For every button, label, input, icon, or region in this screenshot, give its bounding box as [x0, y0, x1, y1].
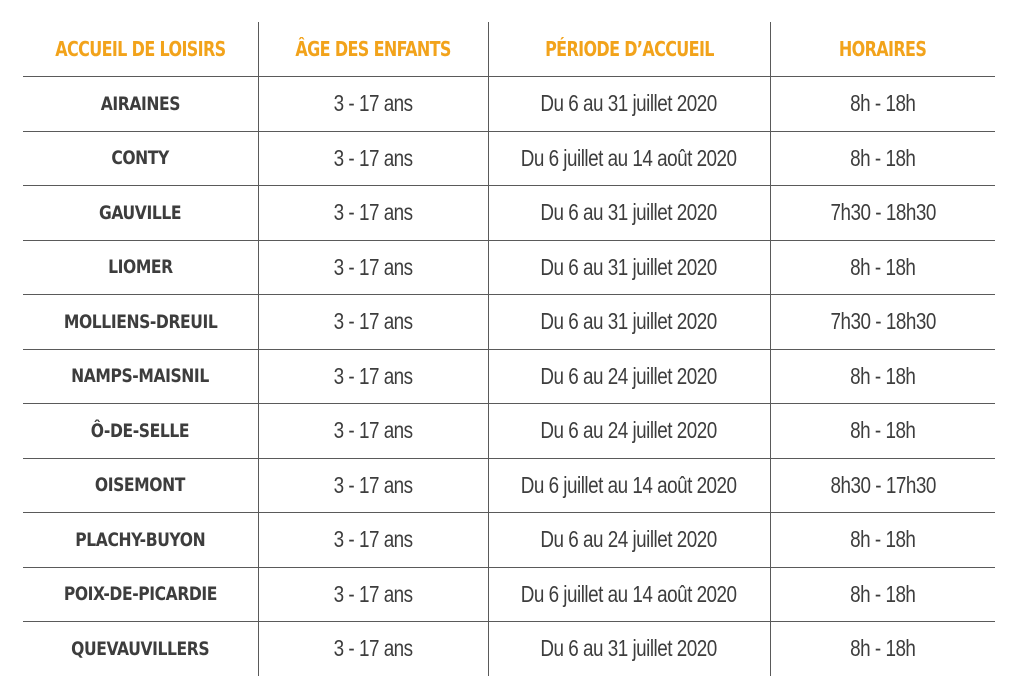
- table-row: LIOMER 3 - 17 ans Du 6 au 31 juillet 202…: [23, 239, 995, 295]
- cell-period: Du 6 au 31 juillet 2020: [487, 239, 770, 295]
- cell-period: Du 6 au 24 juillet 2020: [487, 403, 770, 458]
- cell-center-name: GAUVILLE: [23, 185, 258, 240]
- cell-period: Du 6 au 24 juillet 2020: [487, 348, 770, 404]
- cell-hours: 8h - 18h: [769, 130, 995, 186]
- table-header: ACCUEIL DE LOISIRS ÂGE DES ENFANTS PÉRIO…: [23, 22, 995, 77]
- cell-hours: 7h30 - 18h30: [769, 294, 995, 349]
- table-row: NAMPS-MAISNIL 3 - 17 ans Du 6 au 24 juil…: [23, 348, 995, 404]
- table-row: PLACHY-BUYON 3 - 17 ans Du 6 au 24 juill…: [23, 512, 995, 567]
- header-row: ACCUEIL DE LOISIRS ÂGE DES ENFANTS PÉRIO…: [23, 22, 995, 77]
- cell-age: 3 - 17 ans: [257, 566, 488, 622]
- header-reception-period: PÉRIODE D’ACCUEIL: [487, 22, 770, 77]
- cell-center-name: MOLLIENS-DREUIL: [23, 294, 258, 349]
- table-row: CONTY 3 - 17 ans Du 6 juillet au 14 août…: [23, 130, 995, 186]
- cell-age: 3 - 17 ans: [257, 457, 488, 513]
- table-row: OISEMONT 3 - 17 ans Du 6 juillet au 14 a…: [23, 457, 995, 513]
- cell-center-name: POIX-DE-PICARDIE: [23, 566, 258, 622]
- cell-hours: 8h - 18h: [769, 76, 995, 131]
- table-row: MOLLIENS-DREUIL 3 - 17 ans Du 6 au 31 ju…: [23, 294, 995, 349]
- schedule-table-container: ACCUEIL DE LOISIRS ÂGE DES ENFANTS PÉRIO…: [23, 22, 995, 676]
- cell-hours: 8h - 18h: [769, 348, 995, 404]
- cell-center-name: QUEVAUVILLERS: [23, 621, 258, 676]
- cell-hours: 8h - 18h: [769, 566, 995, 622]
- cell-hours: 8h - 18h: [769, 239, 995, 295]
- table-row: QUEVAUVILLERS 3 - 17 ans Du 6 au 31 juil…: [23, 621, 995, 676]
- table-row: GAUVILLE 3 - 17 ans Du 6 au 31 juillet 2…: [23, 185, 995, 240]
- header-children-age: ÂGE DES ENFANTS: [257, 22, 488, 77]
- cell-period: Du 6 juillet au 14 août 2020: [487, 566, 770, 622]
- cell-center-name: PLACHY-BUYON: [23, 512, 258, 567]
- cell-period: Du 6 juillet au 14 août 2020: [487, 130, 770, 186]
- cell-age: 3 - 17 ans: [257, 294, 488, 349]
- cell-hours: 8h30 - 17h30: [769, 457, 995, 513]
- cell-hours: 8h - 18h: [769, 403, 995, 458]
- cell-hours: 7h30 - 18h30: [769, 185, 995, 240]
- cell-age: 3 - 17 ans: [257, 403, 488, 458]
- cell-center-name: NAMPS-MAISNIL: [23, 348, 258, 404]
- table-row: Ô-DE-SELLE 3 - 17 ans Du 6 au 24 juillet…: [23, 403, 995, 458]
- cell-period: Du 6 au 24 juillet 2020: [487, 512, 770, 567]
- cell-period: Du 6 au 31 juillet 2020: [487, 621, 770, 676]
- cell-period: Du 6 juillet au 14 août 2020: [487, 457, 770, 513]
- cell-center-name: AIRAINES: [23, 76, 258, 131]
- cell-period: Du 6 au 31 juillet 2020: [487, 76, 770, 131]
- leisure-centers-table: ACCUEIL DE LOISIRS ÂGE DES ENFANTS PÉRIO…: [23, 22, 995, 676]
- table-body: AIRAINES 3 - 17 ans Du 6 au 31 juillet 2…: [23, 76, 995, 676]
- cell-age: 3 - 17 ans: [257, 512, 488, 567]
- cell-hours: 8h - 18h: [769, 512, 995, 567]
- cell-center-name: OISEMONT: [23, 457, 258, 513]
- cell-age: 3 - 17 ans: [257, 185, 488, 240]
- cell-center-name: LIOMER: [23, 239, 258, 295]
- header-leisure-center: ACCUEIL DE LOISIRS: [55, 37, 226, 61]
- cell-age: 3 - 17 ans: [257, 348, 488, 404]
- cell-hours: 8h - 18h: [769, 621, 995, 676]
- cell-age: 3 - 17 ans: [257, 239, 488, 295]
- cell-age: 3 - 17 ans: [257, 621, 488, 676]
- cell-age: 3 - 17 ans: [257, 76, 488, 131]
- header-hours: HORAIRES: [769, 22, 995, 77]
- cell-center-name: Ô-DE-SELLE: [23, 403, 258, 458]
- table-row: POIX-DE-PICARDIE 3 - 17 ans Du 6 juillet…: [23, 566, 995, 622]
- table-row: AIRAINES 3 - 17 ans Du 6 au 31 juillet 2…: [23, 76, 995, 131]
- cell-period: Du 6 au 31 juillet 2020: [487, 294, 770, 349]
- cell-center-name: CONTY: [23, 130, 258, 186]
- cell-period: Du 6 au 31 juillet 2020: [487, 185, 770, 240]
- cell-age: 3 - 17 ans: [257, 130, 488, 186]
